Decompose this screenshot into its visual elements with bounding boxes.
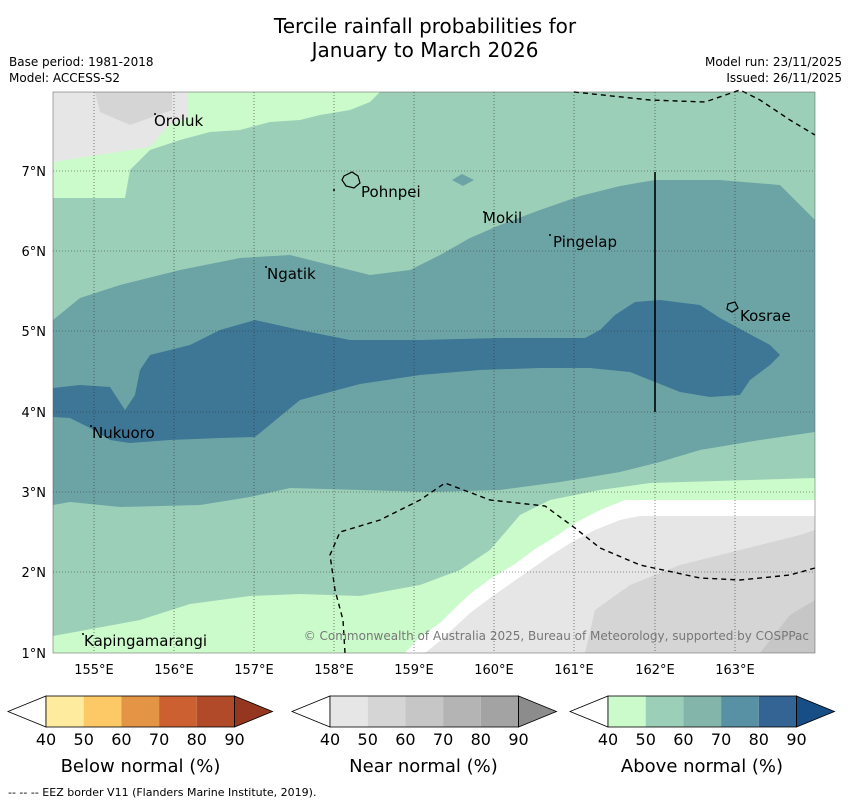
colorbar-near-frame — [329, 695, 519, 728]
colorbar-below-swatch — [83, 696, 122, 727]
place-label: Pohnpei — [361, 183, 421, 201]
colorbar-above-swatch — [758, 696, 797, 727]
colorbar-below-tick: 70 — [149, 730, 169, 749]
colorbar-below-tick: 90 — [224, 730, 244, 749]
colorbar-above-tick: 70 — [711, 730, 731, 749]
copyright-text: © Commonwealth of Australia 2025, Bureau… — [304, 629, 809, 643]
lat-label: 5°N — [22, 325, 47, 340]
colorbar-near-extend-low — [290, 695, 331, 728]
lat-label: 7°N — [22, 165, 47, 180]
colorbar-below-tick: 80 — [187, 730, 207, 749]
lon-label: 159°E — [394, 663, 434, 678]
place-label: Ngatik — [267, 265, 316, 283]
colorbar-near-tick: 60 — [395, 730, 415, 749]
place-label: Kapingamarangi — [84, 632, 207, 650]
colorbar-above-swatch — [721, 696, 759, 727]
colorbar-near-swatch — [330, 696, 368, 727]
colorbar-above-frame — [607, 695, 797, 728]
lon-label: 162°E — [635, 663, 675, 678]
region-near-50-nw — [95, 92, 172, 125]
colorbar-below-swatch — [46, 696, 84, 727]
oroluk-dot — [154, 113, 156, 115]
kapingamarangi-dot — [82, 633, 84, 635]
lat-label: 6°N — [22, 245, 47, 260]
mokil-dot — [483, 211, 485, 213]
colorbar-above-swatch — [608, 696, 646, 727]
nukuoro-dot — [90, 425, 92, 427]
region-near-50-se — [585, 530, 815, 653]
place-label: Nukuoro — [92, 424, 155, 442]
map-title-line2: January to March 2026 — [311, 38, 539, 62]
colorbar-below-tick: 60 — [111, 730, 131, 749]
colorbar-near-swatch — [480, 696, 519, 727]
colorbar-above-tick: 50 — [636, 730, 656, 749]
ant-atoll-dot — [333, 189, 335, 191]
colorbar-above-tick: 80 — [749, 730, 769, 749]
legend-label-near: Near normal (%) — [349, 756, 498, 777]
colorbar-below-tick: 50 — [74, 730, 94, 749]
lon-label: 156°E — [154, 663, 194, 678]
lon-label: 157°E — [234, 663, 274, 678]
colorbar-near-tick: 70 — [433, 730, 453, 749]
eez-footer-note: -- -- -- EEZ border V11 (Flanders Marine… — [8, 786, 317, 799]
pingelap-dot — [549, 234, 551, 236]
colorbar-near-tick: 90 — [508, 730, 528, 749]
colorbar-above-tick: 60 — [673, 730, 693, 749]
colorbar-near-extend-high — [518, 695, 558, 728]
colorbar-above-extend-high — [796, 695, 836, 728]
legend-label-above: Above normal (%) — [620, 756, 784, 777]
colorbar-above-tick: 40 — [598, 730, 618, 749]
meta-right: Model run: 23/11/2025 Issued: 26/11/2025 — [705, 54, 842, 86]
colorbar-below-frame — [45, 695, 235, 728]
kosrae-island — [726, 301, 739, 313]
lon-label: 163°E — [715, 663, 755, 678]
eez-borders — [329, 89, 816, 654]
colorbar-below-extend-low — [6, 695, 47, 728]
place-label: Kosrae — [740, 307, 791, 325]
place-label: Oroluk — [154, 112, 203, 130]
model-run: Model run: 23/11/2025 — [704, 55, 842, 69]
lon-label: 161°E — [554, 663, 594, 678]
colorbar-below-swatch — [121, 696, 160, 727]
map-frame — [52, 91, 816, 654]
pohnpei-island — [341, 171, 361, 189]
legend-label-below: Below normal (%) — [60, 756, 221, 777]
place-label: Pingelap — [553, 233, 617, 251]
model-name: Model: ACCESS-S2 — [9, 71, 121, 85]
colorbar-below-swatch — [159, 696, 197, 727]
colorbar-below-extend-high — [234, 695, 274, 728]
colorbar-near-tick: 80 — [471, 730, 491, 749]
place-label: Mokil — [483, 209, 522, 227]
lat-label: 3°N — [22, 486, 47, 501]
lon-label: 155°E — [74, 663, 114, 678]
lat-label: 1°N — [22, 647, 47, 662]
colorbar-near-tick: 40 — [320, 730, 340, 749]
base-period: Base period: 1981-2018 — [9, 55, 154, 69]
region-above-60-blob — [452, 174, 474, 186]
issued-date: Issued: 26/11/2025 — [726, 71, 842, 85]
colorbars: 40 50 60 70 80 90 40 50 60 70 80 90 40 50 60 70 80 90 — [6, 695, 836, 749]
colorbar-near-tick: 50 — [358, 730, 378, 749]
lat-label: 2°N — [22, 566, 47, 581]
colorbar-near-swatch — [405, 696, 444, 727]
map-title-line1: Tercile rainfall probabilities for — [273, 14, 577, 38]
meta-left: Base period: 1981-2018 Model: ACCESS-S2 — [9, 54, 154, 86]
colorbar-near-swatch — [367, 696, 406, 727]
colorbar-above-tick: 90 — [786, 730, 806, 749]
region-above-70 — [53, 300, 780, 443]
lon-label: 158°E — [314, 663, 354, 678]
region-near-60-se — [760, 600, 815, 653]
lat-label: 4°N — [22, 406, 47, 421]
colorbar-near-swatch — [443, 696, 481, 727]
colorbar-below-tick: 40 — [36, 730, 56, 749]
colorbar-below-swatch — [196, 696, 235, 727]
map-area — [53, 92, 815, 653]
lon-label: 160°E — [474, 663, 514, 678]
colorbar-above-extend-low — [568, 695, 609, 728]
ngatik-dot — [265, 266, 267, 268]
colorbar-above-swatch — [683, 696, 722, 727]
colorbar-above-swatch — [645, 696, 684, 727]
